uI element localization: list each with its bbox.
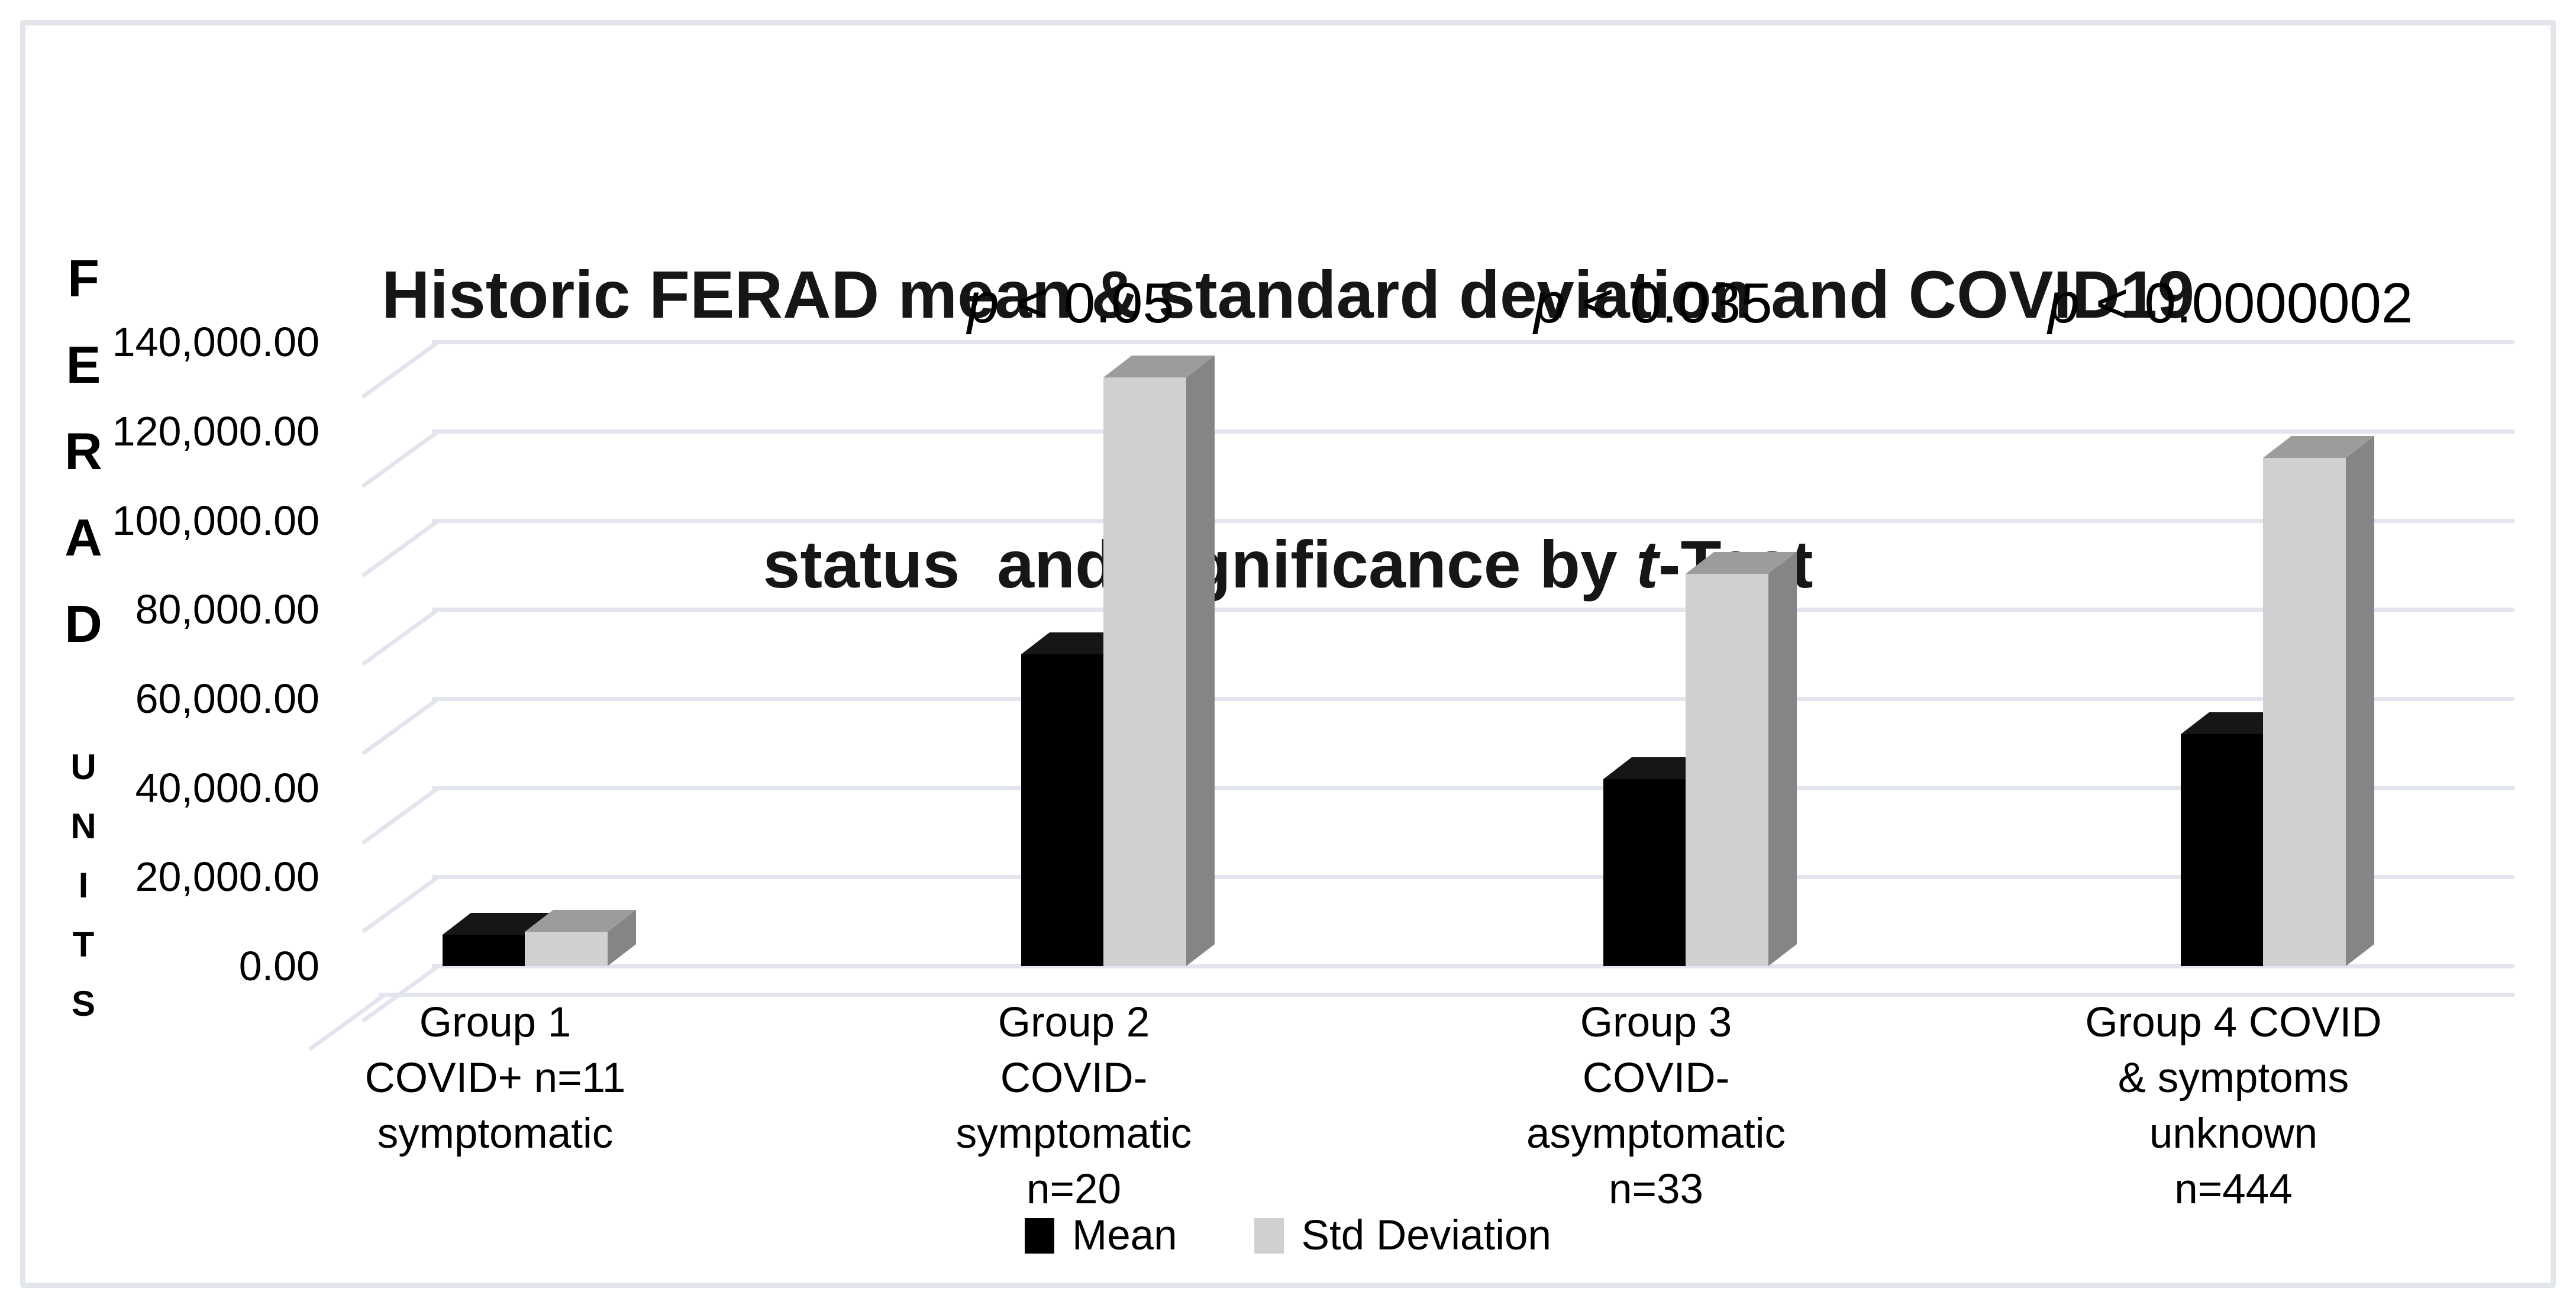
p-symbol: p <box>1534 272 1565 335</box>
y-tick-label: 0.00 <box>238 943 319 989</box>
mean-bar <box>443 935 525 966</box>
legend-swatch <box>1025 1217 1055 1254</box>
y-axis-units-letter: N <box>70 806 96 846</box>
category-label-line: n=33 <box>1609 1166 1703 1213</box>
y-axis-title-letter: E <box>66 335 101 394</box>
y-tick-label: 100,000.00 <box>112 497 319 544</box>
gridline <box>432 608 2514 612</box>
y-axis-title-letter: D <box>64 595 102 653</box>
category-label-line: Group 1 <box>419 999 572 1046</box>
gridline <box>432 786 2514 790</box>
std-bar <box>1103 377 1186 966</box>
category-label-line: n=20 <box>1026 1166 1121 1213</box>
gridline <box>432 518 2514 523</box>
y-axis-title-letter: R <box>64 422 102 480</box>
std-bar <box>2263 458 2346 966</box>
legend-label: Mean <box>1072 1212 1177 1259</box>
mean-bar <box>1021 654 1103 966</box>
y-tick-label: 140,000.00 <box>112 319 319 366</box>
category-label-line: unknown <box>2149 1110 2318 1157</box>
category-label-line: asymptomatic <box>1526 1110 1786 1157</box>
category-label-line: Group 4 COVID <box>2085 999 2382 1046</box>
category-label: Group 1 COVID+ n=11 symptomatic <box>270 995 720 1162</box>
chart-title: Historic FERAD mean & standard deviation… <box>0 70 2576 789</box>
chart-title-t-emphasis: t <box>1636 527 1658 602</box>
y-axis-title-letter: F <box>67 249 99 308</box>
category-label: Group 2 COVID-symptomatic n=20 <box>849 995 1299 1217</box>
y-axis-title-letter: A <box>64 508 102 567</box>
category-label-line: COVID- <box>1000 1055 1148 1102</box>
y-tick-label: 20,000.00 <box>135 854 319 900</box>
gridline <box>432 875 2514 880</box>
legend-item-mean: Mean <box>1025 1212 1177 1259</box>
y-tick-label: 40,000.00 <box>135 764 319 811</box>
std-bar-side-face <box>1186 356 1215 966</box>
gridline <box>432 340 2514 345</box>
y-axis-units-letter: I <box>78 865 89 905</box>
std-bar <box>525 932 608 966</box>
y-tick-label: 60,000.00 <box>135 675 319 722</box>
std-bar <box>1686 574 1768 966</box>
p-value-annotation: p < 0.05 <box>967 272 1174 335</box>
y-axis-units-letter: T <box>72 925 95 964</box>
y-tick-label: 80,000.00 <box>135 586 319 633</box>
std-bar-side-face <box>1768 552 1797 966</box>
gridline <box>432 964 2514 968</box>
mean-bar <box>1603 779 1686 966</box>
chart-title-line1: Historic FERAD mean & standard deviation… <box>381 257 2195 332</box>
p-symbol: p <box>2048 272 2080 335</box>
category-label: Group 3 COVID-asymptomatic n=33 <box>1431 995 1881 1217</box>
legend-label: Std Deviation <box>1301 1212 1551 1259</box>
chart-title-line2: status and significance by t-Test <box>763 527 1813 602</box>
y-axis-units-letter: S <box>71 984 96 1023</box>
gridline-diagonal <box>361 786 440 845</box>
gridline-diagonal <box>361 875 440 934</box>
category-label: Group 4 COVID & symptoms unknown n=444 <box>2009 995 2458 1217</box>
p-value-annotation: p < 0.0000002 <box>2048 272 2413 335</box>
std-bar-side-face <box>2346 436 2374 966</box>
mean-bar <box>2181 734 2263 966</box>
p-value-annotation: p < 0.035 <box>1534 272 1773 335</box>
category-label-line: n=444 <box>2174 1166 2293 1213</box>
legend-item-std-deviation: Std Deviation <box>1254 1212 1551 1259</box>
floor-front-edge <box>379 993 2514 997</box>
gridline <box>432 696 2514 701</box>
category-label-line: symptomatic <box>377 1110 614 1157</box>
legend-swatch <box>1254 1217 1284 1254</box>
y-tick-label: 120,000.00 <box>112 408 319 454</box>
category-label-line: & symptoms <box>2117 1055 2349 1102</box>
category-label-line: symptomatic <box>955 1110 1192 1157</box>
category-label-line: Group 3 <box>1580 999 1732 1046</box>
category-label-line: COVID- <box>1582 1055 1730 1102</box>
category-label-line: Group 2 <box>998 999 1150 1046</box>
gridline <box>432 429 2514 434</box>
chart-legend: Mean Std Deviation <box>0 1212 2576 1259</box>
y-axis-units-letter: U <box>70 747 96 787</box>
p-symbol: p <box>967 272 999 335</box>
category-label-line: COVID+ n=11 <box>364 1055 626 1102</box>
